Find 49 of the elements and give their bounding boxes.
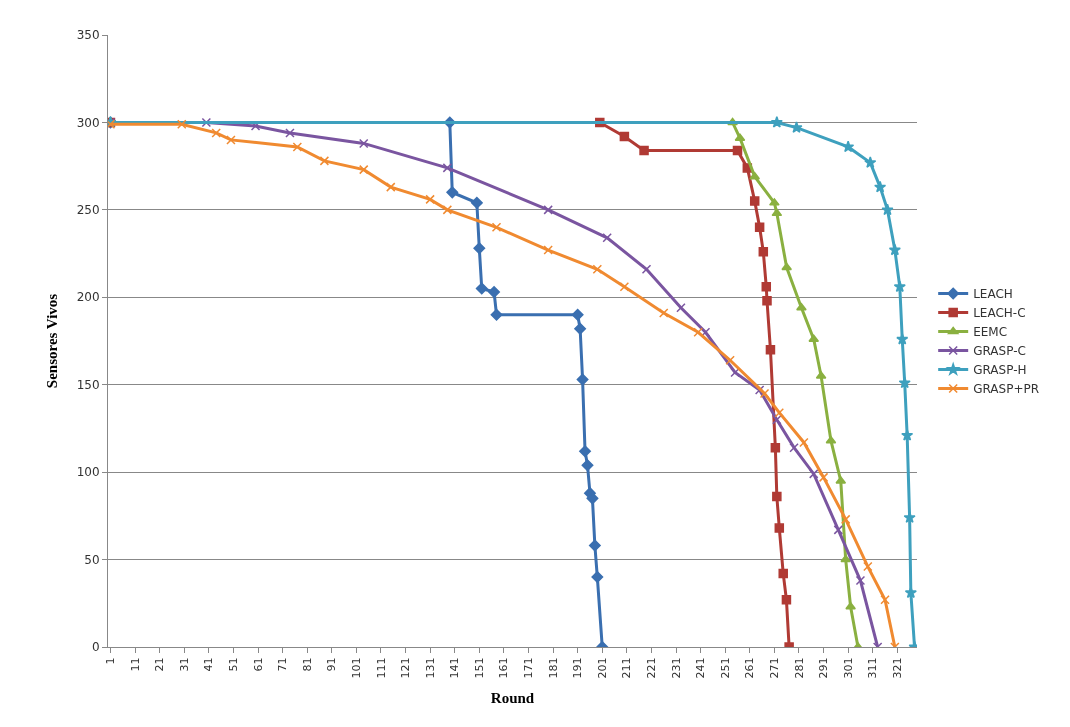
x-tick-label: 91: [325, 657, 339, 672]
x-tick-label: 241: [694, 657, 708, 679]
x-tick-label: 181: [546, 657, 560, 679]
x-tick-label: 271: [767, 657, 781, 679]
y-tick-label: 100: [76, 465, 100, 480]
legend-label: GRASP-C: [973, 344, 1026, 359]
x-axis-title: Round: [490, 690, 535, 707]
y-tick-label: 250: [76, 203, 100, 218]
legend-label: LEACH: [973, 287, 1013, 302]
x-tick-label: 231: [669, 657, 683, 679]
x-tick-label: 61: [251, 657, 265, 672]
x-tick-label: 161: [497, 657, 511, 679]
x-tick-label: 291: [817, 657, 831, 679]
y-axis-title: Sensores Vivos: [43, 293, 60, 389]
legend-label: EEMC: [973, 325, 1008, 340]
x-tick-label: 151: [472, 657, 486, 679]
x-tick-label: 101: [349, 657, 363, 679]
x-tick-label: 141: [448, 657, 462, 679]
x-tick-label: 131: [423, 657, 437, 679]
x-tick-label: 11: [128, 657, 142, 672]
x-tick-label: 81: [300, 657, 314, 672]
x-tick-label: 251: [718, 657, 732, 679]
y-tick-label: 50: [84, 552, 100, 567]
x-tick-label: 281: [792, 657, 806, 679]
x-tick-label: 311: [866, 657, 880, 679]
y-tick-label: 0: [91, 640, 100, 655]
y-tick-label: 150: [76, 377, 100, 392]
x-tick-label: 191: [571, 657, 585, 679]
x-tick-label: 201: [595, 657, 609, 679]
x-tick-label: 121: [399, 657, 413, 679]
legend-label: LEACH-C: [973, 306, 1026, 321]
x-tick-label: 41: [202, 657, 216, 672]
x-tick-label: 111: [374, 657, 388, 679]
x-tick-label: 211: [620, 657, 634, 679]
y-tick-label: 350: [76, 28, 100, 43]
x-tick-label: 171: [522, 657, 536, 679]
x-tick-label: 301: [841, 657, 855, 679]
x-tick-label: 261: [743, 657, 757, 679]
x-tick-label: 221: [645, 657, 659, 679]
x-tick-label: 51: [226, 657, 240, 672]
y-tick-label: 200: [76, 290, 100, 305]
legend-label: GRASP-H: [973, 363, 1027, 378]
x-tick-label: 21: [153, 657, 167, 672]
x-tick-label: 31: [177, 657, 191, 672]
x-tick-label: 1: [104, 657, 118, 665]
x-tick-label: 71: [276, 657, 290, 672]
y-tick-label: 300: [76, 115, 100, 130]
x-tick-label: 321: [890, 657, 904, 679]
legend-label: GRASP+PR: [973, 382, 1040, 397]
